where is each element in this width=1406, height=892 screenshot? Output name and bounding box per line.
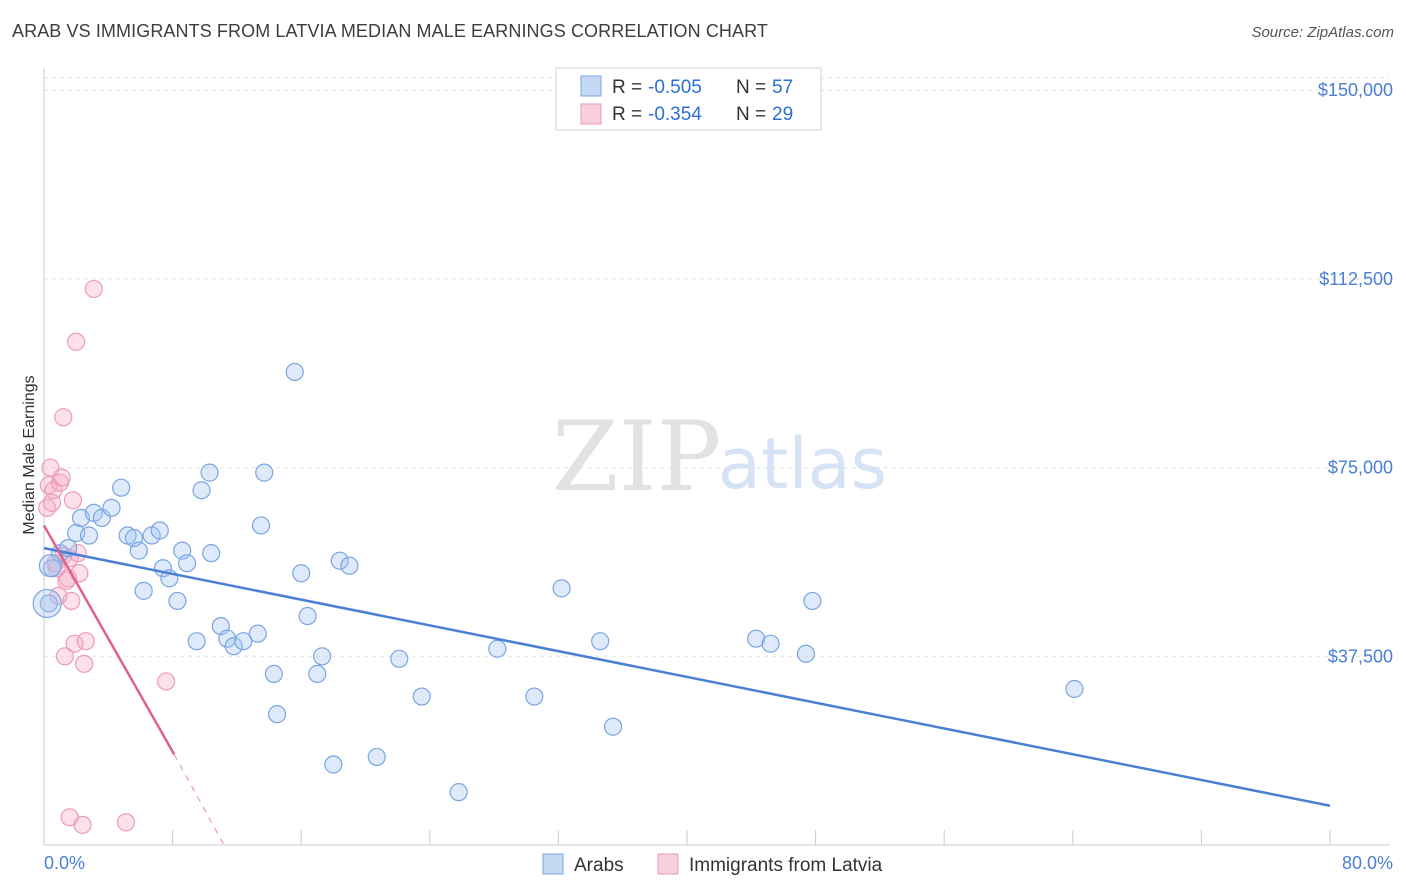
point-arabs [248, 624, 267, 643]
trend-line-arabs [43, 546, 1331, 807]
point-latvia [55, 647, 74, 666]
point-arabs [747, 629, 766, 648]
x-axis-ticks [172, 830, 1331, 845]
bottom-legend-swatch-arabs [542, 853, 564, 875]
trend-line-latvia [42, 524, 176, 756]
point-latvia [75, 654, 94, 673]
point-arabs [102, 498, 121, 517]
point-arabs [525, 687, 544, 706]
point-arabs [761, 634, 780, 653]
point-arabs [150, 521, 169, 540]
point-arabs [308, 664, 327, 684]
point-latvia [62, 591, 81, 611]
point-arabs [340, 556, 359, 575]
point-latvia [73, 815, 92, 834]
point-arabs [267, 705, 287, 724]
point-arabs [449, 783, 468, 802]
point-arabs [234, 632, 253, 651]
point-latvia [65, 634, 84, 653]
point-arabs [312, 647, 332, 666]
point-latvia [52, 468, 71, 487]
point-arabs [129, 541, 148, 560]
point-arabs [79, 526, 99, 545]
watermark-zip: ZIP [552, 401, 721, 513]
point-arabs [1065, 679, 1084, 699]
point-arabs [264, 664, 283, 684]
watermark-atlas: atlas [718, 423, 887, 505]
point-arabs [603, 717, 623, 736]
point-arabs [412, 687, 431, 706]
bottom-legend-label-arabs: Arabs [574, 855, 624, 876]
point-arabs [134, 581, 153, 600]
legend-n-label-latvia: N = [736, 104, 766, 125]
legend-swatch-arabs [580, 75, 602, 97]
point-latvia [116, 813, 136, 832]
point-latvia [76, 632, 95, 651]
y-tick-label: $75,000 [1328, 458, 1393, 478]
point-arabs [255, 463, 274, 482]
point-latvia [157, 672, 176, 691]
point-arabs [324, 755, 343, 774]
point-arabs [202, 544, 221, 563]
series-arabs-points [32, 362, 1084, 802]
point-arabs [803, 591, 822, 611]
series-legend: Arabs Immigrants from Latvia [542, 853, 883, 876]
point-latvia [41, 458, 60, 477]
point-arabs [39, 594, 58, 613]
legend-n-value-latvia: 29 [772, 104, 793, 125]
y-tick-label: $112,500 [1319, 269, 1393, 289]
y-axis-tick-labels: $37,500 $75,000 $112,500 $150,000 [1318, 80, 1393, 666]
point-arabs [251, 516, 271, 535]
legend-r-label-arabs: R = [612, 77, 642, 98]
point-latvia [38, 498, 57, 517]
x-tick-label-end: 80.0% [1342, 853, 1393, 873]
y-tick-label: $37,500 [1328, 646, 1393, 666]
legend-swatch-latvia [580, 103, 602, 125]
point-arabs [224, 637, 243, 656]
trend-lines [42, 524, 1331, 846]
point-arabs [390, 649, 409, 668]
correlation-legend: R = -0.505 N = 57 R = -0.354 N = 29 [555, 67, 822, 131]
legend-r-label-latvia: R = [612, 104, 642, 125]
point-arabs [330, 551, 349, 570]
point-arabs [200, 463, 219, 482]
point-arabs-cluster [38, 554, 63, 578]
point-arabs [367, 747, 386, 767]
point-arabs [796, 644, 816, 663]
trend-line-latvia-extension [173, 754, 225, 846]
point-latvia [67, 332, 86, 351]
x-tick-label-start: 0.0% [44, 853, 85, 873]
point-latvia [54, 408, 73, 427]
bottom-legend-label-latvia: Immigrants from Latvia [689, 855, 883, 876]
point-arabs [168, 591, 187, 611]
chart-source: Source: ZipAtlas.com [1251, 24, 1394, 41]
point-arabs [591, 632, 610, 651]
point-arabs [177, 554, 197, 573]
y-axis-label: Median Male Earnings [21, 375, 38, 534]
point-arabs [192, 481, 211, 500]
legend-n-label-arabs: N = [736, 77, 766, 98]
point-arabs [292, 564, 311, 583]
bottom-legend-swatch-latvia [657, 853, 679, 875]
legend-n-value-arabs: 57 [772, 77, 793, 98]
point-arabs [552, 579, 571, 598]
point-arabs [187, 632, 206, 651]
point-arabs [112, 478, 131, 497]
y-tick-label: $150,000 [1318, 80, 1393, 100]
legend-r-value-arabs: -0.505 [648, 77, 702, 98]
gridlines [44, 77, 1390, 657]
chart-title: ARAB VS IMMIGRANTS FROM LATVIA MEDIAN MA… [12, 21, 769, 41]
legend-r-value-latvia: -0.354 [648, 104, 702, 125]
point-arabs-cluster [32, 588, 62, 619]
point-arabs [488, 639, 507, 658]
point-arabs [285, 362, 304, 382]
point-arabs [298, 606, 317, 626]
point-latvia [63, 491, 83, 510]
point-latvia [84, 279, 103, 299]
